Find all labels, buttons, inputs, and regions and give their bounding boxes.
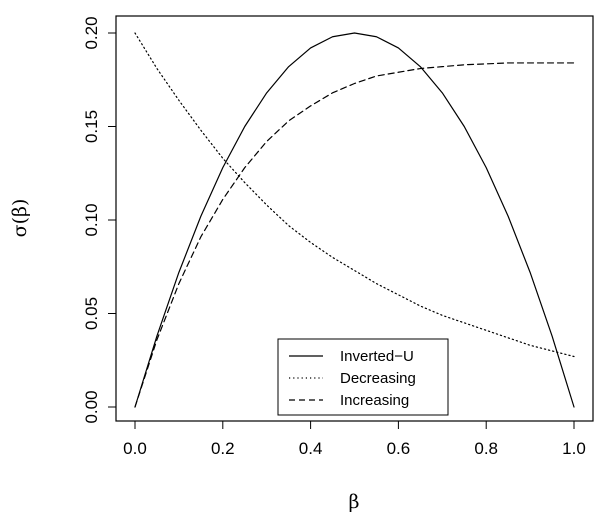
y-tick-label: 0.15 (82, 110, 101, 143)
y-tick-label: 0.20 (82, 16, 101, 49)
legend-label: Decreasing (340, 370, 416, 387)
y-tick-label: 0.10 (82, 203, 101, 236)
y-tick-label: 0.00 (82, 390, 101, 423)
series-line-dashed (134, 62, 575, 408)
x-tick-label: 0.8 (474, 439, 498, 458)
y-axis: 0.00 0.05 0.10 0.15 0.20 (82, 16, 117, 424)
x-tick-label: 0.2 (211, 439, 235, 458)
y-tick-label: 0.05 (82, 297, 101, 330)
x-tick-label: 1.0 (562, 439, 586, 458)
x-tick-label: 0.6 (387, 439, 411, 458)
series-lines (134, 32, 575, 408)
legend: Inverted−U Decreasing Increasing (277, 338, 449, 416)
y-axis-title: σ(β) (9, 199, 31, 238)
x-axis: 0.0 0.2 0.4 0.6 0.8 1.0 (123, 420, 586, 458)
x-axis-title: β (349, 491, 360, 513)
x-tick-label: 0.4 (299, 439, 323, 458)
legend-box (277, 338, 449, 416)
x-tick-label: 0.0 (123, 439, 147, 458)
legend-label: Increasing (340, 392, 409, 409)
series-line-solid (134, 32, 575, 408)
series-line-dotted (134, 32, 575, 358)
legend-label: Inverted−U (340, 348, 414, 365)
